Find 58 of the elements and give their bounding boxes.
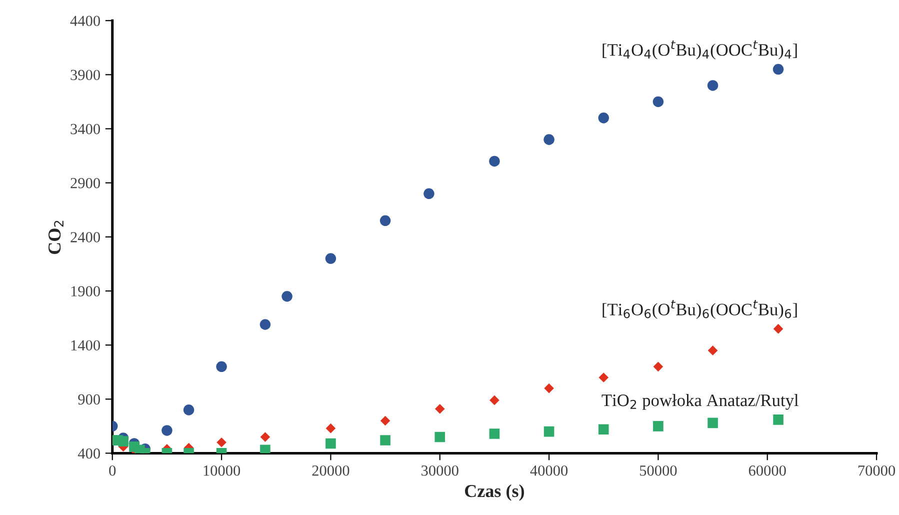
point — [708, 346, 718, 356]
point — [326, 423, 336, 434]
series-label: TiO$_{2}$ powłoka Anataz/Rutyl — [602, 394, 798, 410]
point — [260, 432, 270, 442]
x-tick-label: 50000 — [640, 465, 677, 476]
y-tick-label: 1400 — [71, 340, 100, 350]
point — [598, 112, 609, 124]
y-tick-label: 4400 — [70, 16, 100, 26]
point — [326, 438, 336, 449]
y-tick-label: 2400 — [70, 232, 100, 242]
point — [380, 416, 390, 426]
point — [183, 404, 194, 416]
point — [380, 435, 390, 446]
y-axis-title: CO$_{2}$ — [48, 220, 64, 254]
text: [Ti$_{4}$O$_{4}$(O$^{t}$Bu)$_{4}$(OOC$^{t}$Bu)$_{4}$] — [602, 40, 797, 60]
x-tick-label: 20000 — [312, 465, 350, 476]
point — [118, 436, 128, 446]
text: [Ti$_{6}$O$_{6}$(O$^{t}$Bu)$_{6}$(OOC$^{t}$Bu)$_{6}$] — [602, 300, 797, 319]
point — [424, 188, 434, 200]
point — [489, 428, 500, 439]
x-tick-label: 70000 — [858, 465, 896, 476]
point — [598, 424, 609, 435]
y-tick-label: 1900 — [71, 286, 100, 296]
y-tick-label: 3400 — [70, 124, 100, 134]
x-tick-label: 10000 — [204, 465, 240, 476]
point — [652, 96, 664, 108]
point — [434, 432, 446, 442]
point — [216, 361, 227, 372]
point — [544, 134, 554, 145]
point — [772, 64, 784, 75]
point — [544, 383, 554, 394]
point — [773, 324, 784, 334]
y-tick-label: 2900 — [70, 178, 100, 188]
point — [489, 156, 500, 167]
y-tick-label: 3900 — [70, 70, 100, 80]
point — [282, 291, 292, 302]
point — [434, 404, 445, 414]
y-tick-label: 900 — [78, 394, 100, 405]
point — [773, 414, 784, 425]
point — [162, 425, 172, 436]
x-tick-label: 30000 — [422, 465, 458, 476]
point — [380, 215, 391, 226]
x-tick-label: 0 — [109, 465, 116, 476]
x-tick-label: 40000 — [530, 465, 568, 476]
point — [707, 80, 718, 91]
point — [653, 421, 664, 432]
point — [598, 372, 609, 382]
x-tick-label: 60000 — [748, 465, 786, 476]
point — [490, 395, 500, 406]
point — [260, 444, 270, 454]
point — [325, 253, 336, 264]
x-axis-title: Czas (s) — [464, 484, 524, 501]
point — [260, 319, 271, 330]
point — [216, 437, 226, 448]
y-tick-label: 400 — [78, 448, 100, 459]
point — [544, 426, 554, 437]
point — [653, 362, 664, 372]
point — [708, 418, 718, 428]
